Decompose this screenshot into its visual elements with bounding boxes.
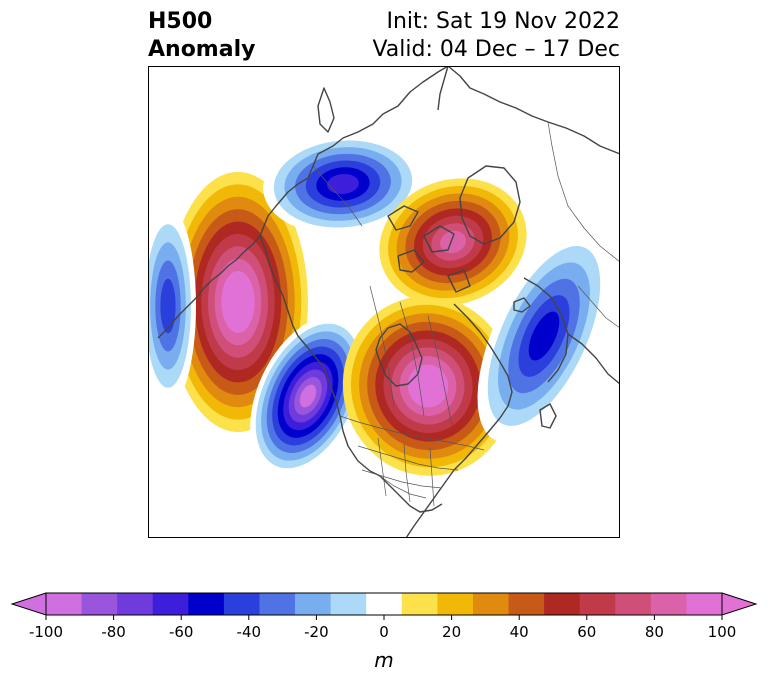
- colorbar-tick-label: -80: [101, 623, 126, 641]
- political-borders: [312, 121, 620, 507]
- anomaly-center: [379, 178, 527, 306]
- alaska-border: [312, 165, 363, 227]
- title-right: Init: Sat 19 Nov 2022 Valid: 04 Dec – 17…: [372, 8, 620, 64]
- colorbar-segment: [46, 593, 83, 615]
- colorbar-ticks: -100 -80 -60 -40 -20 0 20 40 60 80 100: [29, 615, 736, 641]
- anomaly-contour: [528, 311, 560, 361]
- west-coast: [259, 235, 389, 485]
- anomaly-center: [263, 133, 423, 235]
- kamchatka: [437, 66, 449, 111]
- province-line-1: [369, 285, 395, 407]
- anomaly-map: [148, 66, 620, 538]
- province-line-2: [399, 301, 425, 417]
- arctic-islands-4: [447, 269, 471, 293]
- init-time: Init: Sat 19 Nov 2022: [386, 9, 620, 34]
- us-east-coast: [405, 417, 501, 538]
- colorbar-segment: [401, 593, 438, 615]
- arctic-islands-3: [397, 249, 425, 273]
- colorbar-segment: [686, 593, 723, 615]
- anomaly-center: [250, 316, 366, 476]
- anomaly-contour: [299, 384, 317, 408]
- colorbar-tick-label: 60: [577, 623, 596, 641]
- us-canada-border: [339, 415, 485, 451]
- aleutian-chain: [157, 235, 261, 339]
- colorbar-segment: [615, 593, 652, 615]
- title-left: H500 Anomaly: [148, 8, 255, 64]
- coastlines: [157, 66, 620, 538]
- colorbar-segments: [10, 592, 758, 616]
- anomaly-center: [148, 206, 196, 406]
- colorbar-segment: [544, 593, 581, 615]
- title-field: Anomaly: [148, 37, 256, 62]
- anomaly-contour: [160, 278, 176, 334]
- colorbar-segment: [188, 593, 225, 615]
- colorbar-tick-label: 20: [442, 623, 461, 641]
- colorbar-segment: [579, 593, 616, 615]
- europe-coast: [567, 333, 620, 385]
- labrador-coast: [453, 303, 513, 419]
- colorbar: -100 -80 -60 -40 -20 0 20 40 60 80 100 m: [10, 592, 758, 672]
- colorbar-tick-label: 100: [708, 623, 737, 641]
- arctic-islands-1: [387, 205, 419, 231]
- arctic-islands-2: [423, 225, 455, 253]
- colorbar-segment: [366, 593, 403, 615]
- state-grid-4: [403, 443, 411, 503]
- colorbar-tick-label: -60: [169, 623, 194, 641]
- colorbar-tick-label: -20: [304, 623, 329, 641]
- state-grid-1: [357, 445, 459, 471]
- greenland: [459, 165, 521, 245]
- state-grid-5: [429, 447, 435, 507]
- province-line-3: [427, 315, 453, 427]
- colorbar-tick-label: 40: [510, 623, 529, 641]
- title-variable: H500: [148, 9, 213, 34]
- anomaly-contour: [327, 173, 359, 195]
- siberia-coast: [447, 66, 620, 155]
- colorbar-segment: [330, 593, 367, 615]
- scandinavia: [523, 277, 569, 383]
- colorbar-segment: [472, 593, 510, 615]
- gulf-coast: [387, 483, 443, 513]
- colorbar-segment: [650, 593, 687, 615]
- colorbar-segment: [152, 593, 189, 615]
- anomaly-contour: [415, 373, 441, 399]
- colorbar-segment: [437, 593, 474, 615]
- iceland: [513, 297, 531, 313]
- colorbar-extend-low: [10, 592, 47, 616]
- colorbar-segment: [223, 593, 260, 615]
- anomaly-contours: [148, 133, 611, 476]
- state-grid-3: [377, 437, 387, 497]
- state-grid-2: [361, 469, 443, 489]
- map-frame: [148, 66, 620, 538]
- colorbar-tick-label: -100: [29, 623, 63, 641]
- colorbar-segment: [117, 593, 154, 615]
- colorbar-tick-label: -40: [237, 623, 262, 641]
- colorbar-segment: [508, 593, 545, 615]
- anomaly-center: [342, 296, 514, 476]
- japan: [317, 87, 335, 133]
- colorbar-segment: [259, 593, 296, 615]
- mexico-border: [379, 475, 427, 499]
- colorbar-segment: [81, 593, 118, 615]
- russia-borders: [547, 121, 620, 263]
- alaska-coast: [259, 66, 449, 237]
- anomaly-contour: [228, 283, 248, 321]
- europe-borders: [577, 285, 620, 329]
- valid-range: Valid: 04 Dec – 17 Dec: [372, 37, 620, 62]
- hudson-bay: [375, 323, 423, 387]
- colorbar-tick-label: 0: [379, 623, 389, 641]
- colorbar-tick-label: 80: [645, 623, 664, 641]
- colorbar-segment: [295, 593, 332, 615]
- anomaly-contour: [440, 230, 466, 254]
- colorbar-unit: m: [374, 648, 393, 672]
- british-isles: [539, 403, 557, 429]
- colorbar-extend-high: [721, 592, 758, 616]
